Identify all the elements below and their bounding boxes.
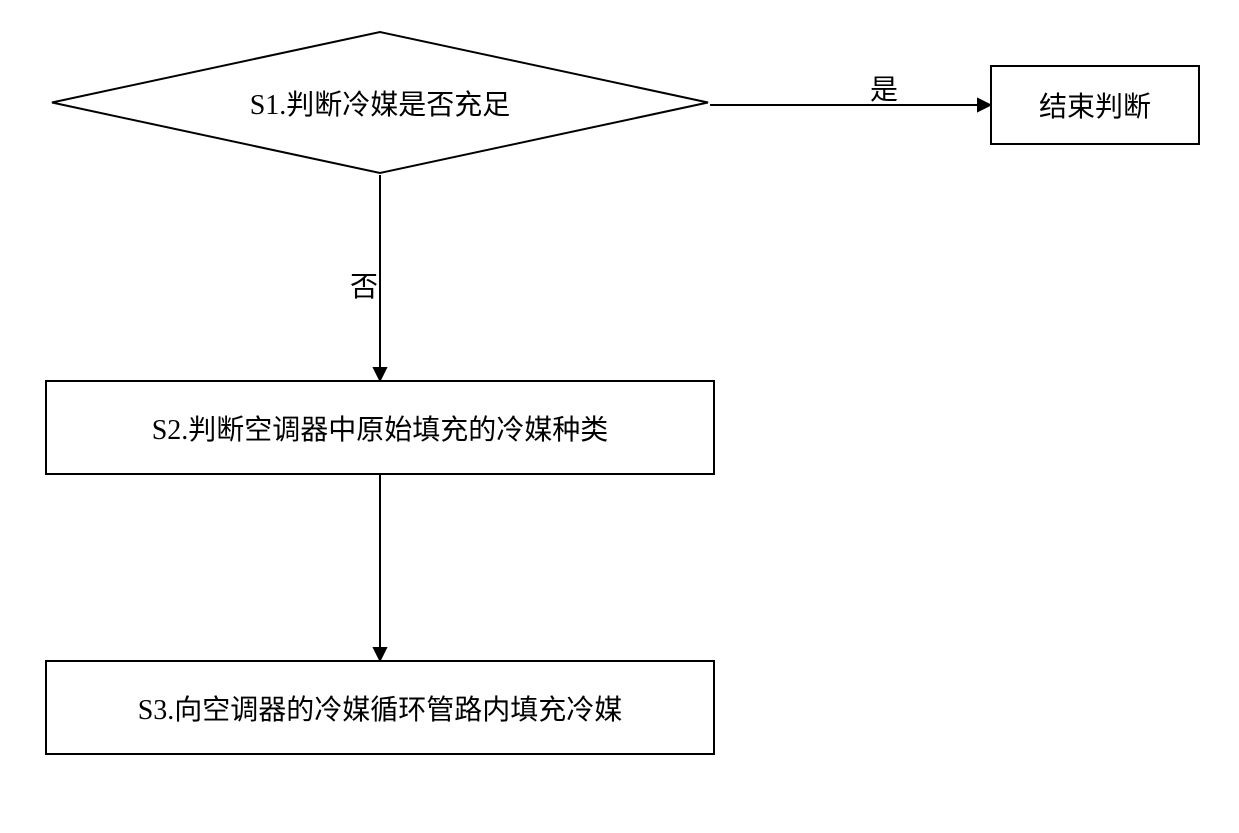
node-s2-process: S2.判断空调器中原始填充的冷媒种类 — [45, 380, 715, 475]
node-s3-label: S3.向空调器的冷媒循环管路内填充冷媒 — [138, 688, 623, 728]
node-s3-process: S3.向空调器的冷媒循环管路内填充冷媒 — [45, 660, 715, 755]
node-s1-label: S1.判断冷媒是否充足 — [250, 83, 511, 123]
arrow-s2-to-s3 — [370, 475, 390, 665]
node-end-label: 结束判断 — [1039, 85, 1151, 125]
flowchart-container: S1.判断冷媒是否充足 结束判断 S2.判断空调器中原始填充的冷媒种类 S3.向… — [0, 0, 1239, 833]
node-s2-label: S2.判断空调器中原始填充的冷媒种类 — [152, 408, 609, 448]
node-s1-decision: S1.判断冷媒是否充足 — [50, 30, 710, 175]
edge-no-text: 否 — [350, 272, 378, 303]
edge-label-no: 否 — [350, 265, 378, 305]
arrow-s1-to-end — [710, 95, 995, 115]
node-end-judgment: 结束判断 — [990, 65, 1200, 145]
edge-label-yes: 是 — [870, 68, 898, 108]
edge-yes-text: 是 — [870, 75, 898, 106]
